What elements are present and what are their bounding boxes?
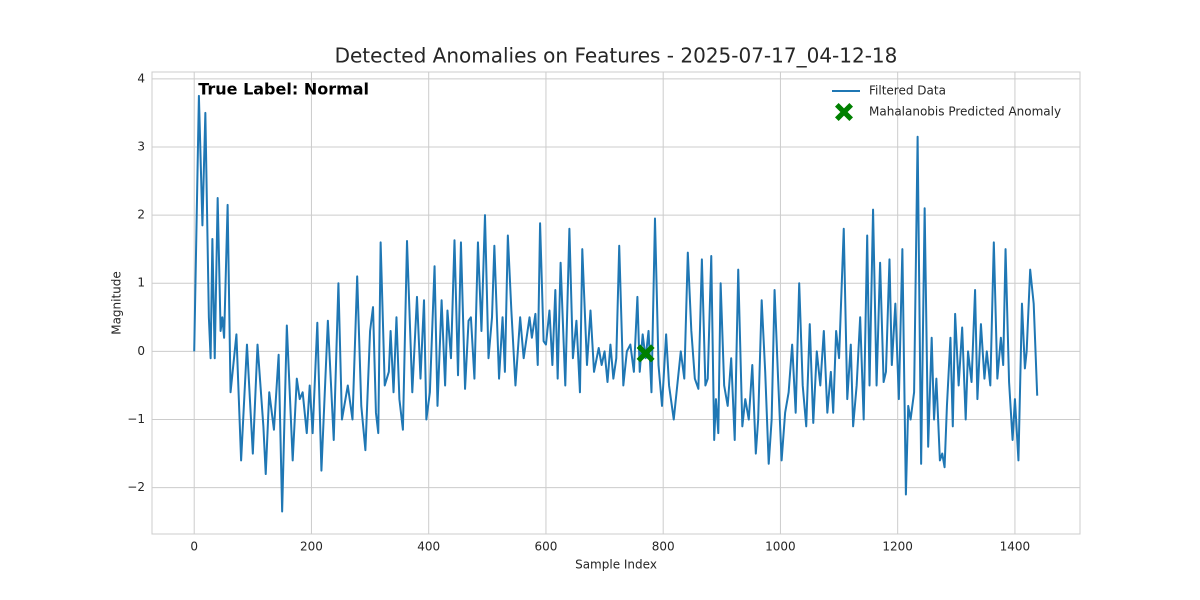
legend-marker: [835, 103, 853, 121]
y-tick-label: 1: [137, 276, 145, 290]
x-tick-label: 200: [300, 540, 323, 554]
y-tick-label: 3: [137, 139, 145, 153]
legend-label: Mahalanobis Predicted Anomaly: [869, 105, 1061, 119]
y-axis-label: Magnitude: [110, 271, 124, 335]
chart-title: Detected Anomalies on Features - 2025-07…: [335, 44, 898, 68]
x-tick-label: 1200: [882, 540, 913, 554]
y-tick-label: 4: [137, 71, 145, 85]
annotation: True Label: Normal: [198, 80, 369, 99]
x-tick-label: 1400: [1000, 540, 1031, 554]
data-line: [193, 94, 1039, 513]
x-axis-label: Sample Index: [575, 558, 657, 572]
x-tick-label: 600: [534, 540, 557, 554]
x-tick-label: 800: [652, 540, 675, 554]
x-tick-label: 1000: [765, 540, 796, 554]
legend-label: Filtered Data: [869, 84, 946, 98]
y-tick-label: −1: [127, 412, 145, 426]
anomaly-marker: [636, 344, 655, 363]
y-tick-label: −2: [127, 480, 145, 494]
plot-frame: [151, 71, 1081, 535]
x-tick-label: 0: [190, 540, 198, 554]
x-tick-label: 400: [417, 540, 440, 554]
y-tick-label: 0: [137, 344, 145, 358]
y-tick-label: 2: [137, 208, 145, 222]
